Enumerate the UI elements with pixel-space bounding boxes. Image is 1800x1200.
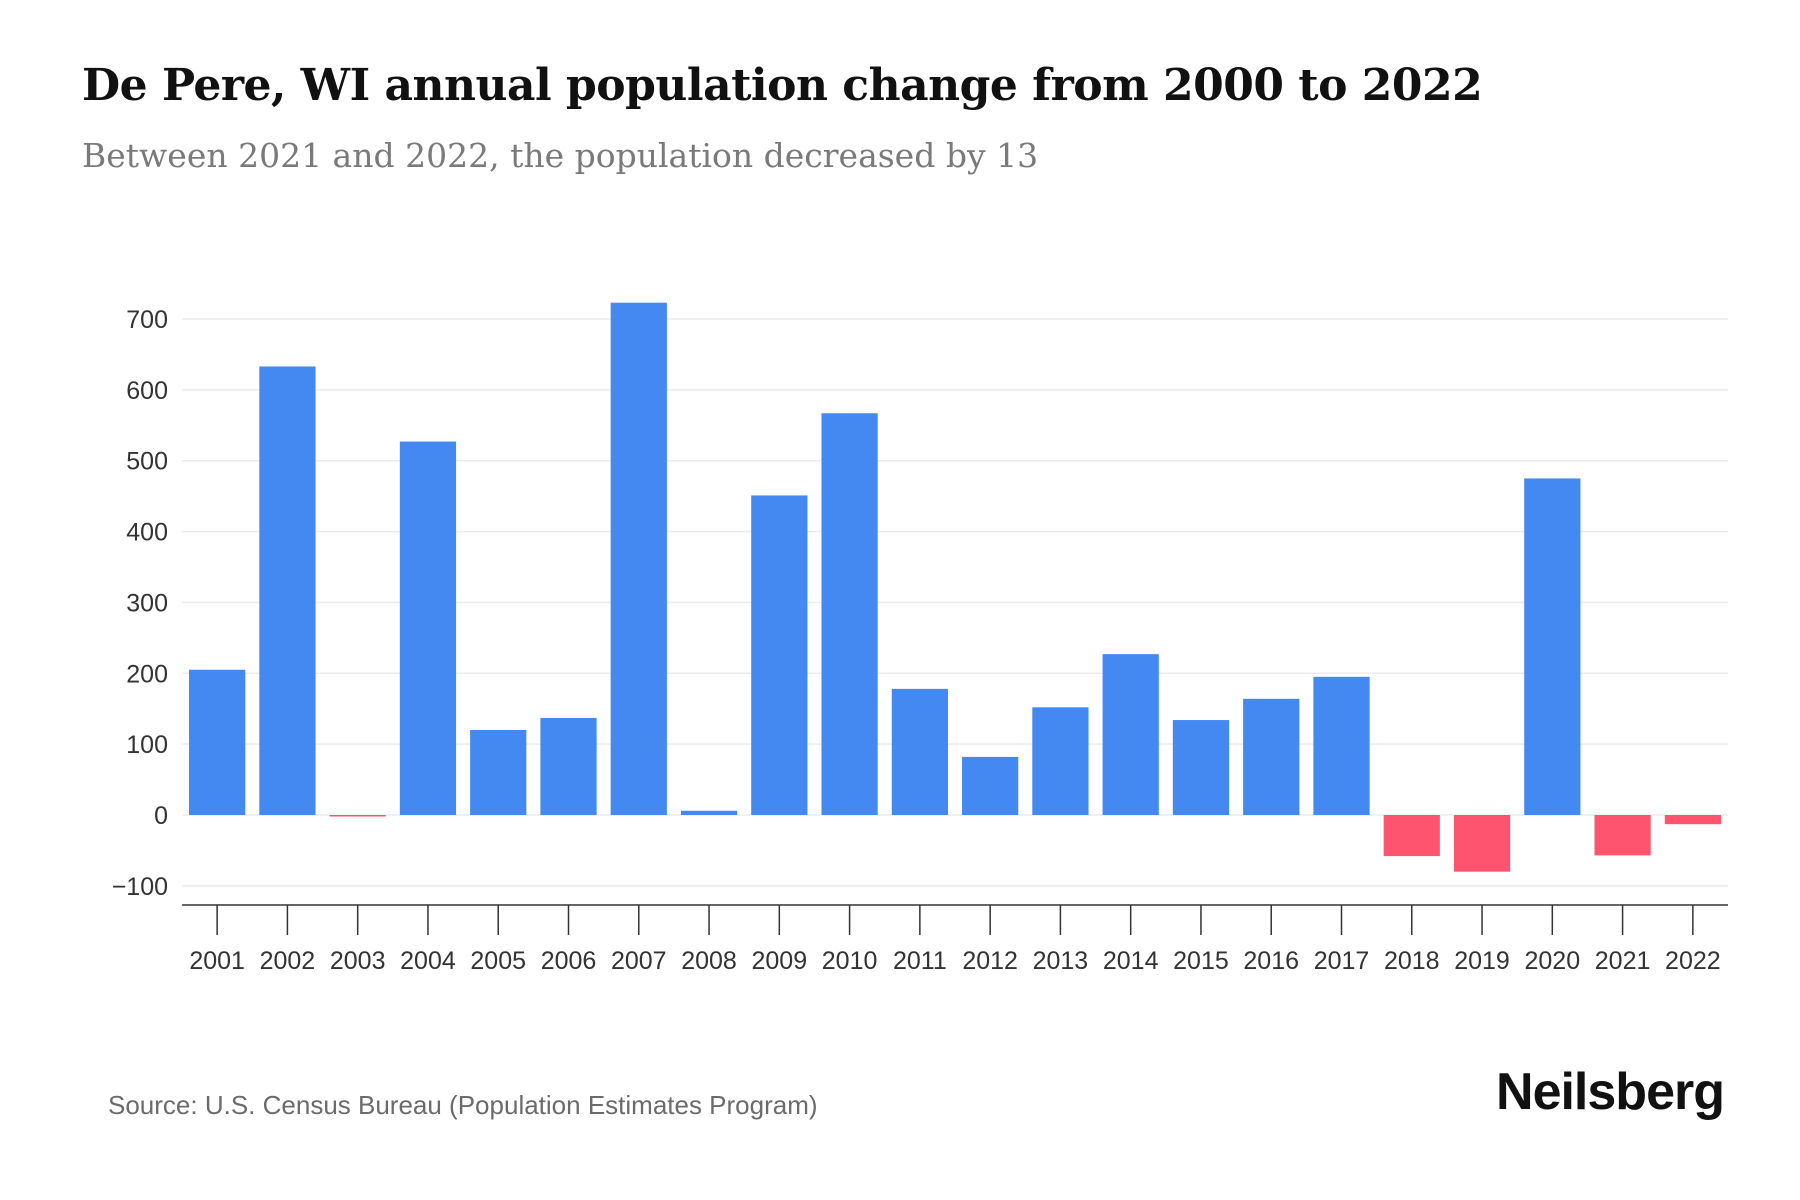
bar-2014: [1102, 654, 1159, 815]
x-tick-label: 2015: [1173, 947, 1229, 975]
x-tick-label: 2012: [962, 947, 1018, 975]
bar-2010: [821, 413, 878, 815]
y-tick-label: −100: [112, 873, 168, 901]
y-tick-label: 0: [154, 802, 168, 830]
bar-2013: [1032, 707, 1089, 815]
chart-subtitle: Between 2021 and 2022, the population de…: [82, 136, 1039, 175]
bar-2006: [540, 717, 597, 815]
brand-logo: Neilsberg: [1496, 1063, 1725, 1121]
y-tick-label: 500: [126, 448, 168, 476]
bar-2012: [962, 756, 1019, 815]
x-tick-label: 2019: [1454, 947, 1510, 975]
bar-2017: [1313, 676, 1370, 815]
x-tick-label: 2006: [541, 947, 597, 975]
source-note: Source: U.S. Census Bureau (Population E…: [108, 1090, 818, 1120]
x-tick-label: 2016: [1243, 947, 1299, 975]
x-tick-label: 2001: [189, 947, 245, 975]
x-tick-label: 2017: [1314, 947, 1370, 975]
x-tick-label: 2007: [611, 947, 667, 975]
bars: [189, 302, 1721, 872]
x-tick-label: 2009: [752, 947, 808, 975]
bar-2020: [1524, 478, 1581, 815]
x-tick-label: 2004: [400, 947, 456, 975]
x-tick-label: 2008: [681, 947, 737, 975]
x-tick-label: 2011: [893, 947, 947, 975]
x-tick-label: 2020: [1525, 947, 1581, 975]
x-tick-label: 2022: [1665, 947, 1721, 975]
y-tick-label: 400: [126, 519, 168, 547]
y-tick-label: 100: [126, 731, 168, 759]
y-axis-tick-labels: 700 600 500 400 300 200 100 0 −100: [112, 306, 168, 901]
bar-2016: [1243, 698, 1300, 815]
bar-2009: [751, 495, 808, 815]
bar-2022: [1664, 815, 1721, 825]
bar-2019: [1453, 815, 1511, 872]
bar-2001: [189, 669, 246, 815]
x-tick-label: 2005: [470, 947, 526, 975]
bar-2021: [1594, 815, 1651, 856]
bar-2004: [399, 441, 457, 815]
x-tick-label: 2021: [1595, 947, 1651, 975]
y-tick-label: 700: [126, 306, 168, 334]
chart-title: De Pere, WI annual population change fro…: [82, 60, 1483, 111]
y-tick-label: 200: [126, 660, 168, 688]
bar-2015: [1172, 720, 1230, 815]
x-tick-label: 2002: [260, 947, 316, 975]
x-axis: 2001 2002 2003 2004 2005 2006 2007 2008 2009 2010…: [182, 904, 1728, 975]
x-tick-label: 2010: [822, 947, 878, 975]
bar-2007: [610, 302, 667, 815]
y-tick-label: 600: [126, 377, 168, 405]
x-tick-label: 2013: [1033, 947, 1089, 975]
bar-2018: [1383, 815, 1440, 857]
y-tick-label: 300: [126, 589, 168, 617]
x-tick-label: 2003: [330, 947, 386, 975]
x-tick-label: 2014: [1103, 947, 1159, 975]
bar-2008: [680, 810, 738, 815]
bar-2002: [259, 366, 316, 815]
x-tick-label: 2018: [1384, 947, 1440, 975]
bar-2003: [329, 815, 386, 817]
bar-2005: [470, 729, 527, 815]
bar-2011: [891, 688, 948, 815]
